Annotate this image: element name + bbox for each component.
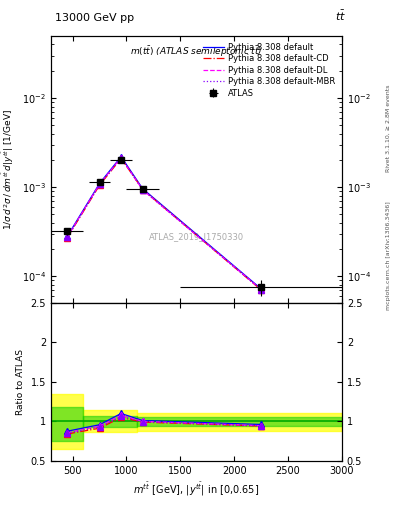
Text: $m(t\bar{t})$ (ATLAS semileptonic $t\bar{t}$): $m(t\bar{t})$ (ATLAS semileptonic $t\bar… (130, 44, 263, 59)
Pythia 8.308 default-CD (119, 155, 123, 161)
Pythia 8.308 default-CD (97, 182, 102, 188)
Text: ATLAS_2019_I1750330: ATLAS_2019_I1750330 (149, 231, 244, 241)
Line: Pythia 8.308 default-CD: Pythia 8.308 default-CD (67, 158, 261, 290)
X-axis label: $m^{t\bar{t}}$ [GeV], $|y^{t\bar{t}}|$ in [0,0.65]: $m^{t\bar{t}}$ [GeV], $|y^{t\bar{t}}|$ i… (133, 481, 260, 499)
Pythia 8.308 default-CD (65, 234, 70, 241)
Pythia 8.308 default-MBR (65, 234, 70, 241)
Pythia 8.308 default (119, 154, 123, 160)
Pythia 8.308 default-DL (65, 234, 70, 240)
Pythia 8.308 default-DL (259, 286, 263, 292)
Text: 13000 GeV pp: 13000 GeV pp (55, 13, 134, 23)
Legend: Pythia 8.308 default, Pythia 8.308 default-CD, Pythia 8.308 default-DL, Pythia 8: Pythia 8.308 default, Pythia 8.308 defau… (200, 40, 338, 100)
Pythia 8.308 default-DL (97, 181, 102, 187)
Pythia 8.308 default-MBR (140, 187, 145, 193)
Pythia 8.308 default (140, 186, 145, 192)
Pythia 8.308 default-DL (119, 155, 123, 161)
Text: mcplots.cern.ch [arXiv:1306.3436]: mcplots.cern.ch [arXiv:1306.3436] (386, 202, 391, 310)
Text: Rivet 3.1.10, ≥ 2.8M events: Rivet 3.1.10, ≥ 2.8M events (386, 84, 391, 172)
Line: Pythia 8.308 default-DL: Pythia 8.308 default-DL (67, 158, 261, 289)
Pythia 8.308 default-MBR (97, 181, 102, 187)
Pythia 8.308 default-DL (140, 187, 145, 193)
Pythia 8.308 default-CD (140, 186, 145, 193)
Pythia 8.308 default (259, 286, 263, 292)
Pythia 8.308 default (65, 233, 70, 240)
Pythia 8.308 default-MBR (259, 287, 263, 293)
Pythia 8.308 default-CD (259, 287, 263, 293)
Line: Pythia 8.308 default-MBR: Pythia 8.308 default-MBR (67, 158, 261, 290)
Pythia 8.308 default-MBR (119, 155, 123, 161)
Y-axis label: Ratio to ATLAS: Ratio to ATLAS (16, 349, 25, 415)
Line: Pythia 8.308 default: Pythia 8.308 default (67, 157, 261, 289)
Pythia 8.308 default (97, 180, 102, 186)
Y-axis label: $1/\sigma\,d^2\sigma\,/\,dm^{t\bar{t}}\,d|y^{t\bar{t}}|$ [1/GeV]: $1/\sigma\,d^2\sigma\,/\,dm^{t\bar{t}}\,… (1, 109, 17, 230)
Text: $t\bar{t}$: $t\bar{t}$ (335, 9, 346, 23)
